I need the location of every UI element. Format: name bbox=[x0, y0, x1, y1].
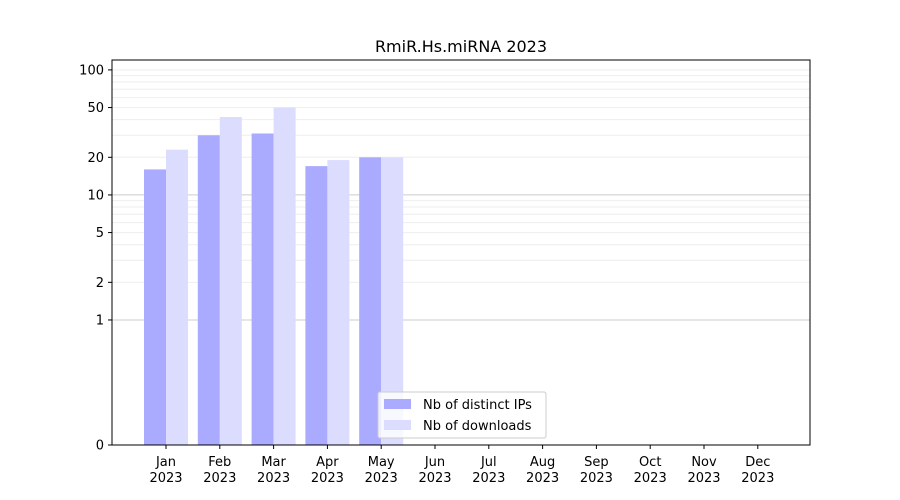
x-tick-label: Dec 2023 bbox=[741, 455, 774, 486]
bar-distinct-ips bbox=[359, 157, 382, 445]
y-tick-label: 1 bbox=[96, 313, 104, 328]
legend-label-downloads: Nb of downloads bbox=[423, 419, 532, 434]
y-tick-label: 10 bbox=[87, 188, 104, 203]
bar-downloads bbox=[166, 149, 188, 446]
legend-swatch-ips bbox=[384, 399, 411, 409]
x-tick-label: Aug 2023 bbox=[526, 455, 559, 486]
y-tick-label: 20 bbox=[87, 151, 104, 166]
x-tick-label: Feb 2023 bbox=[203, 455, 236, 486]
x-tick-label: Jun 2023 bbox=[418, 455, 451, 486]
x-tick-label: Sep 2023 bbox=[580, 455, 613, 486]
chart-title: RmiR.Hs.miRNA 2023 bbox=[375, 37, 547, 56]
plot-frame bbox=[111, 59, 811, 446]
x-tick-label: May 2023 bbox=[365, 455, 398, 486]
x-tick-label: Oct 2023 bbox=[634, 455, 667, 486]
y-tick-label: 100 bbox=[79, 63, 104, 78]
x-axis: Jan 2023 Feb 2023 Mar 2023 Apr 2023 May 2023 Jun 20… bbox=[149, 445, 774, 486]
x-tick-label: Jan 2023 bbox=[149, 455, 182, 486]
y-tick-label: 5 bbox=[96, 226, 104, 241]
bar-downloads bbox=[219, 117, 242, 445]
legend-swatch-downloads bbox=[384, 420, 411, 430]
x-tick-label: Mar 2023 bbox=[257, 455, 290, 486]
bar-downloads bbox=[273, 107, 296, 446]
y-axis: 0 1 2 5 10 20 50 100 bbox=[79, 63, 112, 454]
bar-downloads bbox=[381, 157, 404, 445]
legend-label-ips: Nb of distinct IPs bbox=[423, 398, 532, 413]
bar-distinct-ips bbox=[251, 133, 274, 445]
x-tick-label: Jul 2023 bbox=[472, 455, 505, 486]
bar-distinct-ips bbox=[197, 135, 220, 445]
y-tick-label: 50 bbox=[87, 101, 104, 116]
y-tick-label: 2 bbox=[96, 276, 104, 291]
x-tick-label: Apr 2023 bbox=[311, 455, 344, 486]
bars bbox=[144, 107, 404, 446]
x-tick-label: Nov 2023 bbox=[687, 455, 720, 486]
bar-distinct-ips bbox=[144, 169, 166, 445]
bar-downloads bbox=[327, 160, 350, 445]
y-tick-label: 0 bbox=[96, 439, 104, 454]
legend-box bbox=[377, 391, 547, 439]
legend: Nb of distinct IPs Nb of downloads bbox=[377, 391, 547, 439]
bar-distinct-ips bbox=[305, 166, 328, 445]
